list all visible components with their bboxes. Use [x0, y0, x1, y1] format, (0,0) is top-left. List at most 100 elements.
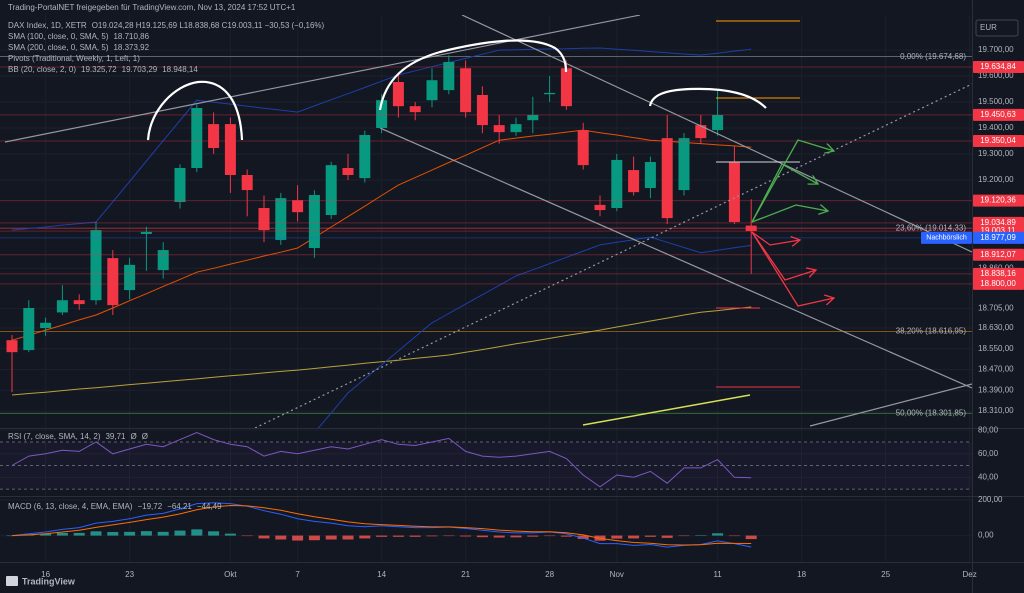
candle-body	[628, 170, 640, 193]
legend-value: 18.948,14	[162, 65, 198, 74]
y-tick-label: 60,00	[978, 449, 999, 458]
candle-body	[325, 165, 337, 216]
y-tick-label: 18.860,00	[978, 263, 1014, 272]
histogram-bar	[712, 533, 724, 536]
histogram-bar	[695, 535, 707, 536]
fib-label: 38,20% (18.616,95)	[896, 326, 967, 335]
histogram-bar	[376, 535, 388, 537]
legend-value: 19.325,72	[81, 65, 117, 74]
x-tick-label: 21	[461, 570, 470, 579]
x-tick-label: Dez	[962, 570, 976, 579]
indicator-line	[11, 306, 752, 396]
histogram-bar	[460, 535, 472, 537]
fib-label: 0,00% (19.674,68)	[900, 52, 966, 61]
source: Trading-PortalNET freigegeben für Tradin…	[8, 3, 296, 12]
candle-body	[90, 230, 102, 301]
legend-value: 39,71	[105, 432, 126, 441]
currency-box[interactable]	[975, 19, 1019, 37]
histogram-bar	[73, 532, 85, 536]
scenario-arrow	[751, 163, 818, 223]
histogram-bar	[443, 535, 455, 537]
indicator-line	[11, 129, 752, 341]
indicator-line	[317, 236, 752, 428]
x-tick-label: 7	[295, 570, 300, 579]
candle-body	[544, 92, 556, 95]
hand-drawing	[648, 87, 767, 109]
candle-body	[644, 162, 656, 188]
legend-value: Ø	[142, 432, 148, 441]
y-tick-label: 19.400,00	[978, 123, 1014, 132]
histogram-bar	[258, 535, 270, 539]
price-label: 19.034,89	[980, 218, 1016, 227]
histogram-bar	[661, 535, 673, 538]
candle-body	[577, 130, 589, 166]
y-tick-label: 18.550,00	[978, 344, 1014, 353]
price-label: 19.003,11	[981, 226, 1017, 235]
histogram-bar	[325, 535, 337, 540]
histogram-bar	[728, 535, 740, 537]
x-tick-label: 11	[713, 570, 722, 579]
histogram-bar	[577, 535, 589, 539]
price-label: 18.800,00	[980, 279, 1016, 288]
price-label: 18.838,16	[980, 269, 1016, 278]
candle-body	[611, 159, 623, 208]
histogram-bar	[745, 535, 757, 540]
candle-body	[560, 68, 572, 107]
histogram-bar	[90, 531, 102, 536]
x-tick-label: Okt	[224, 570, 237, 579]
indicator-line	[11, 47, 752, 231]
legend-name: SMA (200, close, 0, SMA, 5)	[8, 43, 109, 52]
x-tick-label: 25	[881, 570, 890, 579]
candle-body	[527, 115, 539, 121]
scenario-arrow	[751, 231, 816, 281]
hand-drawing	[146, 80, 244, 141]
candle-body	[695, 125, 707, 139]
candle-body	[23, 307, 35, 351]
candle-body	[392, 82, 404, 107]
candle-body	[275, 198, 287, 240]
currency[interactable]: EUR	[980, 23, 997, 32]
logo-icon	[6, 576, 18, 586]
y-tick-label: 18.705,00	[978, 304, 1014, 313]
fib-label: 50,00% (18.301,85)	[896, 408, 967, 417]
candle-body	[678, 138, 690, 191]
candle-body	[308, 195, 320, 248]
histogram-bar	[56, 532, 68, 536]
price-label: 19.450,63	[980, 110, 1016, 119]
trend-line	[582, 394, 751, 426]
histogram-bar	[476, 535, 488, 538]
price-label-box	[973, 60, 1024, 73]
price-label-box	[973, 231, 1024, 244]
y-tick-label: 19.300,00	[978, 149, 1014, 158]
candle-body	[224, 124, 236, 176]
histogram-bar	[292, 535, 304, 541]
candle-body	[258, 207, 270, 231]
y-tick-label: 18.390,00	[978, 385, 1014, 394]
macd-line	[11, 504, 752, 546]
legend-value: 19.703,29	[122, 65, 158, 74]
candle-body	[73, 300, 85, 305]
candle-body	[174, 167, 186, 203]
x-tick-label: 18	[797, 570, 806, 579]
candle-body	[208, 124, 220, 148]
legend-value: −44,49	[197, 502, 222, 511]
price-label-box	[973, 267, 1024, 280]
candle-body	[409, 106, 421, 113]
y-tick-label: 19.700,00	[978, 45, 1014, 54]
macd-line	[11, 502, 752, 548]
histogram-bar	[224, 533, 236, 536]
scenario-arrow	[751, 205, 828, 223]
y-tick-label: 200,00	[978, 495, 1003, 504]
legend-value: 18.710,86	[113, 32, 149, 41]
histogram-bar	[611, 535, 623, 539]
x-tick-label: 28	[545, 570, 554, 579]
hand-drawing	[378, 39, 568, 111]
x-tick-label: Nov	[610, 570, 624, 579]
histogram-bar	[359, 535, 371, 539]
candle-body	[107, 258, 119, 306]
candle-body	[56, 300, 68, 313]
histogram-bar	[241, 535, 253, 537]
histogram-bar	[544, 535, 556, 537]
candle-body	[594, 204, 606, 211]
